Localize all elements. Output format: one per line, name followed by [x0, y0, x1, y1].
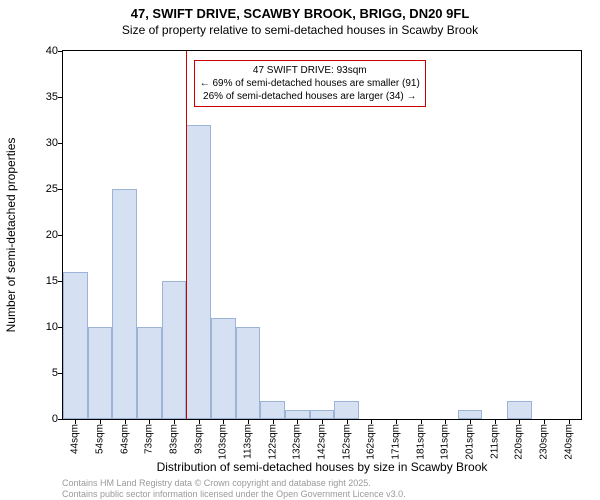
histogram-bar: [162, 281, 187, 419]
chart-title-sub: Size of property relative to semi-detach…: [0, 23, 600, 37]
footer-line-1: Contains HM Land Registry data © Crown c…: [62, 478, 371, 488]
x-tick-label: 162sqm: [366, 424, 377, 460]
annotation-line: 26% of semi-detached houses are larger (…: [200, 90, 420, 103]
y-tick-mark: [58, 189, 62, 190]
x-tick-label: 113sqm: [243, 424, 254, 459]
histogram-bar: [137, 327, 162, 419]
x-axis-label: Distribution of semi-detached houses by …: [62, 460, 582, 474]
y-tick-label: 35: [46, 91, 58, 103]
x-tick-label: 83sqm: [169, 424, 180, 454]
y-tick-label: 10: [46, 321, 58, 333]
y-tick-mark: [58, 327, 62, 328]
y-tick-mark: [58, 97, 62, 98]
histogram-bar: [458, 410, 483, 419]
y-tick-mark: [58, 373, 62, 374]
y-tick-label: 20: [46, 229, 58, 241]
y-tick-mark: [58, 51, 62, 52]
histogram-bar: [211, 318, 236, 419]
x-tick-label: 142sqm: [317, 424, 328, 460]
y-axis-label: Number of semi-detached properties: [4, 138, 18, 333]
y-tick-mark: [58, 143, 62, 144]
histogram-chart: 47, SWIFT DRIVE, SCAWBY BROOK, BRIGG, DN…: [0, 0, 600, 500]
annotation-line: 47 SWIFT DRIVE: 93sqm: [200, 64, 420, 77]
annotation-box: 47 SWIFT DRIVE: 93sqm← 69% of semi-detac…: [194, 60, 426, 107]
y-tick-mark: [58, 235, 62, 236]
histogram-bar: [507, 401, 532, 419]
plot-area: 47 SWIFT DRIVE: 93sqm← 69% of semi-detac…: [62, 50, 582, 420]
y-tick-label: 30: [46, 137, 58, 149]
y-tick-label: 25: [46, 183, 58, 195]
histogram-bar: [260, 401, 285, 419]
x-tick-label: 191sqm: [440, 424, 451, 460]
histogram-bar: [334, 401, 359, 419]
chart-title-main: 47, SWIFT DRIVE, SCAWBY BROOK, BRIGG, DN…: [0, 6, 600, 21]
x-tick-label: 73sqm: [144, 424, 155, 454]
footer-line-2: Contains public sector information licen…: [62, 489, 406, 499]
x-tick-label: 132sqm: [292, 424, 303, 460]
x-tick-label: 230sqm: [539, 424, 550, 460]
x-tick-label: 171sqm: [391, 424, 402, 460]
y-tick-mark: [58, 419, 62, 420]
x-tick-label: 220sqm: [514, 424, 525, 460]
x-tick-label: 122sqm: [267, 424, 278, 460]
x-tick-label: 64sqm: [119, 424, 130, 454]
x-tick-label: 240sqm: [563, 424, 574, 460]
x-tick-label: 181sqm: [415, 424, 426, 460]
histogram-bar: [88, 327, 113, 419]
y-tick-mark: [58, 281, 62, 282]
x-tick-label: 44sqm: [70, 424, 81, 454]
annotation-line: ← 69% of semi-detached houses are smalle…: [200, 77, 420, 90]
x-tick-label: 211sqm: [489, 424, 500, 459]
histogram-bar: [236, 327, 261, 419]
histogram-bar: [310, 410, 335, 419]
x-tick-label: 93sqm: [193, 424, 204, 454]
histogram-bar: [112, 189, 137, 419]
y-tick-label: 40: [46, 45, 58, 57]
x-tick-label: 201sqm: [465, 424, 476, 460]
reference-line: [186, 51, 187, 419]
y-tick-label: 15: [46, 275, 58, 287]
x-tick-label: 103sqm: [218, 424, 229, 460]
histogram-bar: [186, 125, 211, 419]
x-tick-label: 54sqm: [95, 424, 106, 454]
histogram-bar: [285, 410, 310, 419]
x-tick-label: 152sqm: [341, 424, 352, 460]
histogram-bar: [63, 272, 88, 419]
